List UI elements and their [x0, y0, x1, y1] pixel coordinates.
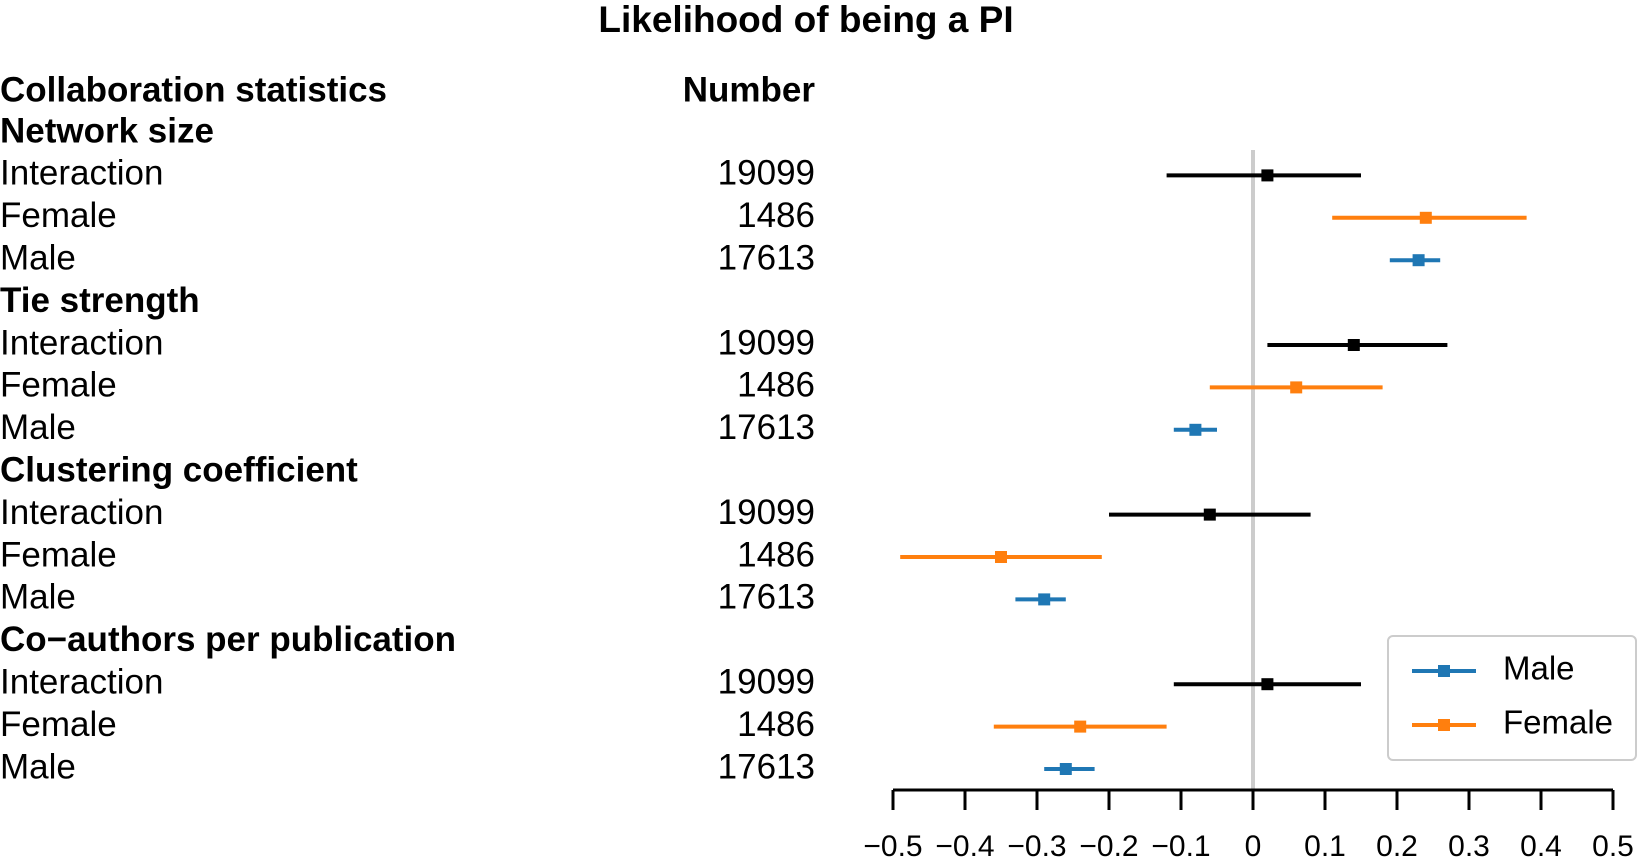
x-tick-label: −0.2: [1079, 830, 1138, 863]
row-number: 17613: [718, 747, 815, 786]
row-label: Female: [0, 705, 117, 744]
x-tick-label: 0.2: [1376, 830, 1418, 863]
x-tick-label: −0.5: [863, 830, 922, 863]
row-number: 19099: [718, 154, 815, 193]
row-label: Interaction: [0, 493, 163, 532]
x-tick-label: 0.1: [1304, 830, 1346, 863]
x-tick-label: −0.1: [1151, 830, 1210, 863]
group-label: Clustering coefficient: [0, 450, 358, 489]
row-number: 1486: [737, 196, 815, 235]
chart-title: Likelihood of being a PI: [598, 0, 1013, 40]
estimate-marker: [1261, 169, 1274, 182]
row-number: 17613: [718, 578, 815, 617]
x-tick-label: 0.5: [1592, 830, 1634, 863]
row-label: Male: [0, 408, 76, 447]
column-header: Collaboration statistics: [0, 70, 387, 109]
x-tick-label: −0.4: [935, 830, 994, 863]
row-label: Male: [0, 578, 76, 617]
x-tick-label: −0.3: [1007, 830, 1066, 863]
row-number: 19099: [718, 662, 815, 701]
estimate-marker: [1347, 339, 1360, 351]
column-header: Number: [683, 70, 816, 109]
estimate-marker: [1419, 211, 1432, 224]
legend-label: Male: [1503, 650, 1575, 687]
legend-marker: [1438, 665, 1450, 677]
group-label: Co−authors per publication: [0, 620, 456, 659]
row-label: Interaction: [0, 323, 163, 362]
estimate-marker: [1412, 254, 1425, 267]
row-label: Female: [0, 366, 117, 405]
row-label: Male: [0, 238, 76, 277]
row-number: 19099: [718, 493, 815, 532]
row-number: 17613: [718, 408, 815, 447]
row-number: 1486: [737, 535, 815, 574]
estimate-marker: [1189, 423, 1202, 436]
estimate-marker: [1203, 508, 1216, 521]
row-number: 17613: [718, 238, 815, 277]
legend-label: Female: [1503, 704, 1613, 741]
estimate-marker: [1059, 763, 1072, 775]
group-label: Tie strength: [0, 281, 200, 320]
estimate-marker: [1038, 593, 1051, 606]
row-label: Interaction: [0, 662, 163, 701]
estimate-marker: [1261, 678, 1274, 691]
row-label: Female: [0, 196, 117, 235]
row-label: Male: [0, 747, 76, 786]
row-number: 19099: [718, 323, 815, 362]
x-tick-label: 0: [1245, 830, 1262, 863]
x-tick-label: 0.4: [1520, 830, 1562, 863]
x-tick-label: 0.3: [1448, 830, 1490, 863]
estimate-marker: [995, 551, 1007, 563]
estimate-marker: [1290, 381, 1303, 394]
row-label: Female: [0, 535, 117, 574]
group-label: Network size: [0, 111, 214, 150]
row-label: Interaction: [0, 154, 163, 193]
row-number: 1486: [737, 366, 815, 405]
legend-marker: [1438, 719, 1450, 731]
estimate-marker: [1074, 720, 1087, 733]
row-number: 1486: [737, 705, 815, 744]
